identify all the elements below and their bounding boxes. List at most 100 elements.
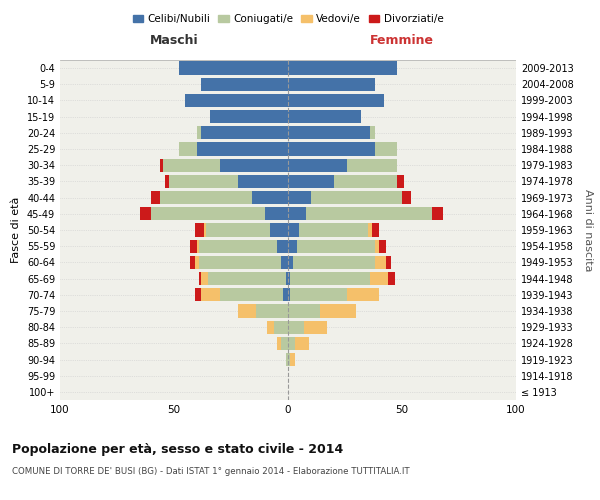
Bar xyxy=(288,126,370,140)
Bar xyxy=(290,353,295,366)
Bar xyxy=(185,94,288,107)
Bar xyxy=(374,256,386,269)
Bar xyxy=(283,288,288,302)
Bar xyxy=(179,142,197,156)
Bar xyxy=(286,353,288,366)
Bar xyxy=(160,158,163,172)
Bar xyxy=(397,175,404,188)
Bar xyxy=(299,224,368,236)
Bar xyxy=(288,191,311,204)
Bar xyxy=(288,110,361,124)
Bar xyxy=(202,288,220,302)
Bar xyxy=(163,158,220,172)
Bar xyxy=(293,256,374,269)
Text: COMUNE DI TORRE DE' BUSI (BG) - Dati ISTAT 1° gennaio 2014 - Elaborazione TUTTIT: COMUNE DI TORRE DE' BUSI (BG) - Dati IST… xyxy=(12,468,410,476)
Bar xyxy=(388,272,395,285)
Bar xyxy=(379,240,386,253)
Bar xyxy=(268,320,274,334)
Bar xyxy=(140,207,151,220)
Bar xyxy=(373,224,379,236)
Bar xyxy=(288,353,290,366)
Bar xyxy=(194,256,199,269)
Bar xyxy=(288,142,374,156)
Legend: Celibi/Nubili, Coniugati/e, Vedovi/e, Divorziati/e: Celibi/Nubili, Coniugati/e, Vedovi/e, Di… xyxy=(128,10,448,29)
Bar xyxy=(374,142,397,156)
Bar xyxy=(251,191,288,204)
Bar xyxy=(211,110,288,124)
Bar xyxy=(165,175,169,188)
Text: Popolazione per età, sesso e stato civile - 2014: Popolazione per età, sesso e stato civil… xyxy=(12,442,343,456)
Bar xyxy=(288,224,299,236)
Bar xyxy=(288,62,397,74)
Bar xyxy=(347,288,379,302)
Y-axis label: Anni di nascita: Anni di nascita xyxy=(583,188,593,271)
Bar xyxy=(288,320,304,334)
Bar xyxy=(288,175,334,188)
Bar xyxy=(277,336,281,350)
Bar xyxy=(202,78,288,91)
Bar xyxy=(220,158,288,172)
Bar xyxy=(286,272,288,285)
Bar xyxy=(288,240,297,253)
Bar xyxy=(206,224,270,236)
Bar xyxy=(374,240,379,253)
Bar xyxy=(295,336,308,350)
Bar xyxy=(199,256,281,269)
Bar xyxy=(288,272,290,285)
Bar xyxy=(203,224,206,236)
Bar xyxy=(431,207,443,220)
Bar xyxy=(194,288,202,302)
Bar xyxy=(386,256,391,269)
Bar xyxy=(288,207,306,220)
Bar xyxy=(334,175,397,188)
Bar xyxy=(151,207,265,220)
Bar xyxy=(199,240,277,253)
Bar xyxy=(179,62,288,74)
Text: Maschi: Maschi xyxy=(149,34,199,47)
Bar xyxy=(290,272,370,285)
Bar xyxy=(220,288,283,302)
Bar xyxy=(190,240,197,253)
Bar xyxy=(199,272,202,285)
Bar xyxy=(281,336,288,350)
Bar xyxy=(370,126,374,140)
Bar xyxy=(238,175,288,188)
Bar xyxy=(208,272,286,285)
Bar xyxy=(288,336,295,350)
Bar xyxy=(288,256,293,269)
Bar xyxy=(306,207,431,220)
Bar xyxy=(320,304,356,318)
Bar xyxy=(265,207,288,220)
Bar xyxy=(288,78,374,91)
Bar xyxy=(256,304,288,318)
Bar xyxy=(151,191,160,204)
Bar xyxy=(288,94,384,107)
Bar xyxy=(197,126,202,140)
Bar xyxy=(194,224,203,236)
Bar xyxy=(281,256,288,269)
Bar xyxy=(169,175,238,188)
Bar xyxy=(288,304,320,318)
Y-axis label: Fasce di età: Fasce di età xyxy=(11,197,21,263)
Bar xyxy=(274,320,288,334)
Bar xyxy=(238,304,256,318)
Bar xyxy=(160,191,251,204)
Bar xyxy=(202,272,208,285)
Bar xyxy=(304,320,327,334)
Bar xyxy=(270,224,288,236)
Bar xyxy=(288,288,290,302)
Bar xyxy=(290,288,347,302)
Bar xyxy=(370,272,388,285)
Bar xyxy=(190,256,194,269)
Bar xyxy=(368,224,373,236)
Bar xyxy=(288,158,347,172)
Text: Femmine: Femmine xyxy=(370,34,434,47)
Bar xyxy=(202,126,288,140)
Bar xyxy=(197,142,288,156)
Bar xyxy=(197,240,199,253)
Bar xyxy=(297,240,374,253)
Bar xyxy=(347,158,397,172)
Bar xyxy=(402,191,411,204)
Bar xyxy=(277,240,288,253)
Bar xyxy=(311,191,402,204)
